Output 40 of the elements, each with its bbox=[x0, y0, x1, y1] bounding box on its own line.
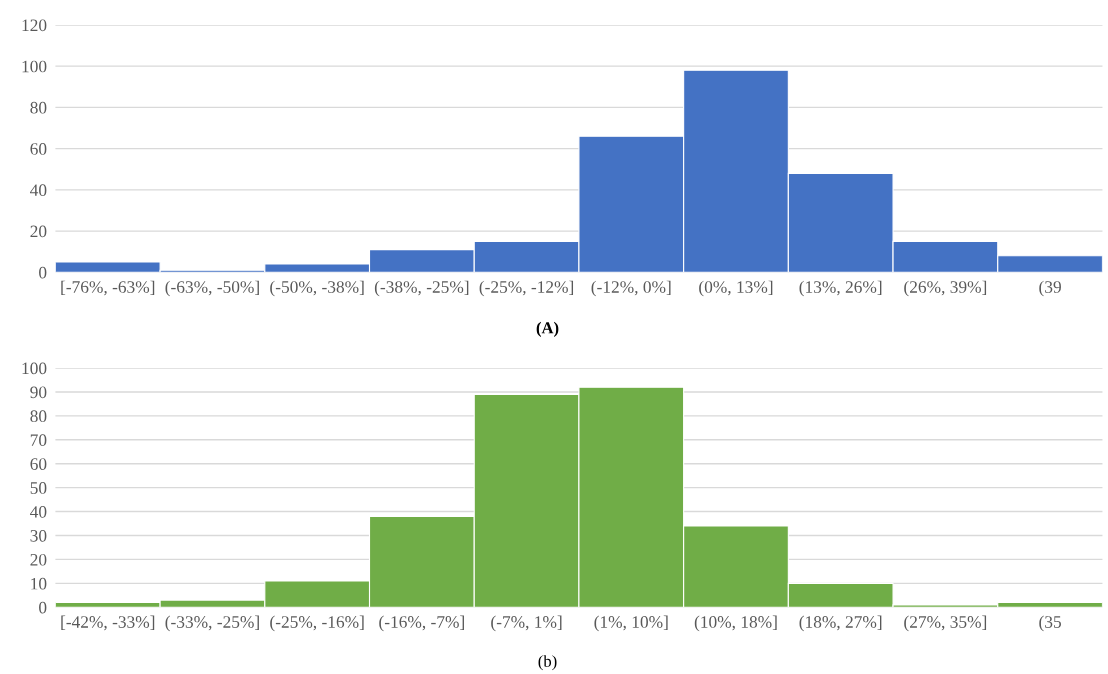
y-tick-label: 10 bbox=[31, 577, 47, 590]
x-tick-label: (-63%, -50%] bbox=[165, 280, 259, 297]
y-tick-label: 60 bbox=[30, 143, 47, 155]
x-tick-label: (1%, 10%] bbox=[594, 615, 668, 632]
y-tick-label: 80 bbox=[30, 410, 47, 423]
x-tick-label: (0%, 13%] bbox=[699, 280, 773, 297]
x-tick-label: (39 bbox=[1039, 280, 1061, 297]
x-tick-label: (-25%, -12%] bbox=[479, 280, 574, 297]
y-tick-label: 80 bbox=[30, 101, 47, 114]
x-tick-label: (-7%, 1%] bbox=[491, 615, 562, 632]
y-tick-label: 40 bbox=[30, 184, 47, 197]
x-tick-label: (27%, 35%] bbox=[904, 615, 987, 632]
x-tick-label: [-76%, -63%] bbox=[61, 280, 155, 296]
x-tick-label: [-42%, -33%] bbox=[61, 615, 155, 631]
x-tick-label: (10%, 18%] bbox=[694, 615, 777, 632]
y-tick-label: 60 bbox=[30, 458, 47, 470]
x-tick-label: (35 bbox=[1039, 615, 1061, 632]
text: (A) bbox=[536, 321, 559, 337]
x-tick-label: (-25%, -16%] bbox=[270, 615, 364, 632]
y-tick-label: 20 bbox=[30, 225, 47, 238]
x-tick-label: (18%, 27%] bbox=[799, 615, 882, 632]
x-tick-label: (13%, 26%] bbox=[799, 280, 882, 297]
y-tick-label: 0 bbox=[39, 601, 47, 614]
y-tick-label: 100 bbox=[22, 362, 47, 375]
x-tick-label: (-50%, -38%] bbox=[270, 280, 364, 297]
y-tick-label: 30 bbox=[30, 529, 47, 542]
y-tick-label: 70 bbox=[30, 434, 47, 446]
x-tick-label: (-12%, 0%] bbox=[591, 280, 671, 297]
text: (b) bbox=[538, 655, 557, 671]
y-tick-label: 50 bbox=[30, 482, 47, 494]
y-tick-label: 20 bbox=[30, 553, 47, 566]
x-tick-label: (26%, 39%] bbox=[904, 280, 987, 297]
x-tick-label: (-38%, -25%] bbox=[374, 280, 469, 297]
y-tick-label: 40 bbox=[30, 506, 47, 518]
x-tick-label: (-16%, -7%] bbox=[379, 615, 464, 632]
y-tick-label: 0 bbox=[39, 266, 47, 279]
y-tick-label: 90 bbox=[30, 386, 47, 399]
y-tick-label: 100 bbox=[22, 60, 47, 73]
x-tick-label: (-33%, -25%] bbox=[165, 615, 259, 632]
y-tick-label: 120 bbox=[22, 19, 47, 32]
